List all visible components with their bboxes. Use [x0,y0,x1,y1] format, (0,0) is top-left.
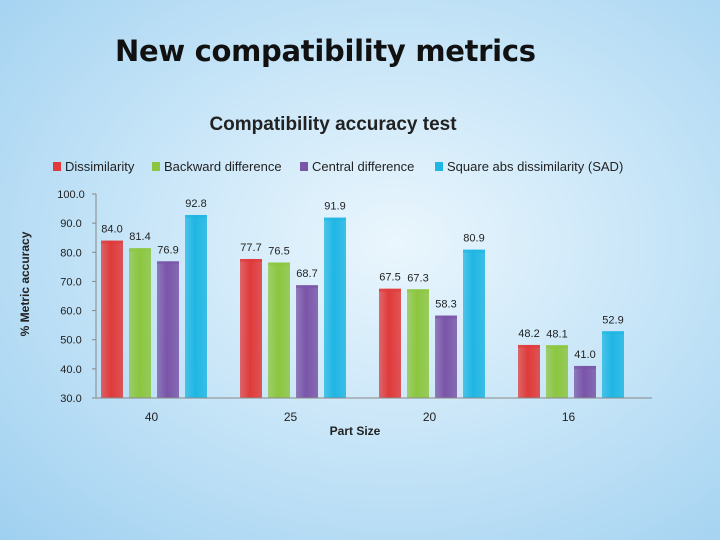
slide-title: New compatibility metrics [115,34,536,68]
data-label-3-2: 80.9 [463,233,484,245]
data-label-0-2: 67.5 [379,272,400,284]
bar-0-2 [379,288,401,398]
bar-cap [546,345,568,349]
bar-3-2 [463,249,485,398]
data-label-1-0: 81.4 [129,231,150,243]
bar-1-3 [546,345,568,398]
legend-swatch-1 [152,162,160,171]
y-axis: 30.0 40.0 50.0 60.0 70.0 80.0 90.0 100.0 [57,189,97,405]
data-label-2-0: 76.9 [157,244,178,256]
bar-0-0 [101,240,123,398]
bar-3-3 [602,331,624,398]
x-axis: 40 25 20 16 [96,397,652,424]
bar-cap [574,365,596,369]
y-tick-label: 40.0 [60,364,81,376]
bar-cap [324,217,346,221]
bars: 84.0 81.4 76.9 92.8 77.7 76.5 68.7 91.9 67.5 67.3… [101,198,624,398]
bar-0-3 [518,344,540,398]
bar-3-0 [185,214,207,398]
bar-cap [518,344,540,348]
bar-1-0 [129,248,151,398]
legend-label-1: Backward difference [164,159,282,174]
data-label-3-1: 91.9 [324,201,345,213]
y-tick-label: 80.0 [60,247,81,259]
bar-cap [463,249,485,253]
legend: Dissimilarity Backward difference Central … [53,159,623,174]
data-label-3-3: 52.9 [602,314,623,326]
bar-2-1 [296,285,318,398]
bar-cap [129,248,151,252]
y-tick-label: 60.0 [60,306,81,318]
bar-cap [379,288,401,292]
bar-1-2 [407,289,429,398]
data-label-0-1: 77.7 [240,242,261,254]
bar-2-3 [574,365,596,398]
x-axis-label: Part Size [330,424,381,438]
legend-label-2: Central difference [312,159,414,174]
bar-cap [240,258,262,262]
data-label-1-3: 48.1 [546,328,567,340]
y-tick-label: 100.0 [57,189,85,201]
legend-label-0: Dissimilarity [65,159,135,174]
bar-1-1 [268,262,290,398]
x-tick-label: 25 [284,410,298,424]
bar-cap [268,262,290,266]
bar-cap [602,331,624,335]
y-tick-label: 50.0 [60,335,81,347]
y-axis-label: % Metric accuracy [18,231,32,336]
legend-label-3: Square abs dissimilarity (SAD) [447,159,623,174]
legend-swatch-2 [300,162,308,171]
x-tick-label: 20 [423,410,437,424]
chart-title: Compatibility accuracy test [209,114,457,135]
data-label-2-3: 41.0 [574,349,595,361]
data-label-0-0: 84.0 [101,224,122,236]
bar-cap [157,261,179,265]
x-tick-label: 40 [145,410,159,424]
bar-cap [407,289,429,293]
data-label-1-1: 76.5 [268,245,289,257]
data-label-2-1: 68.7 [296,268,317,280]
x-tick-label: 16 [562,410,576,424]
legend-swatch-0 [53,162,61,171]
y-tick-label: 70.0 [60,276,81,288]
bar-2-0 [157,261,179,398]
bar-cap [435,315,457,319]
data-label-3-0: 92.8 [185,198,206,210]
bar-cap [101,240,123,244]
bar-2-2 [435,315,457,398]
y-tick-label: 30.0 [60,393,81,405]
bar-0-1 [240,258,262,398]
data-label-0-3: 48.2 [518,328,539,340]
data-label-2-2: 58.3 [435,299,456,311]
bar-cap [296,285,318,289]
data-label-1-2: 67.3 [407,272,428,284]
bar-cap [185,214,207,218]
bar-3-1 [324,217,346,398]
y-tick-label: 90.0 [60,218,81,230]
legend-swatch-3 [435,162,443,171]
